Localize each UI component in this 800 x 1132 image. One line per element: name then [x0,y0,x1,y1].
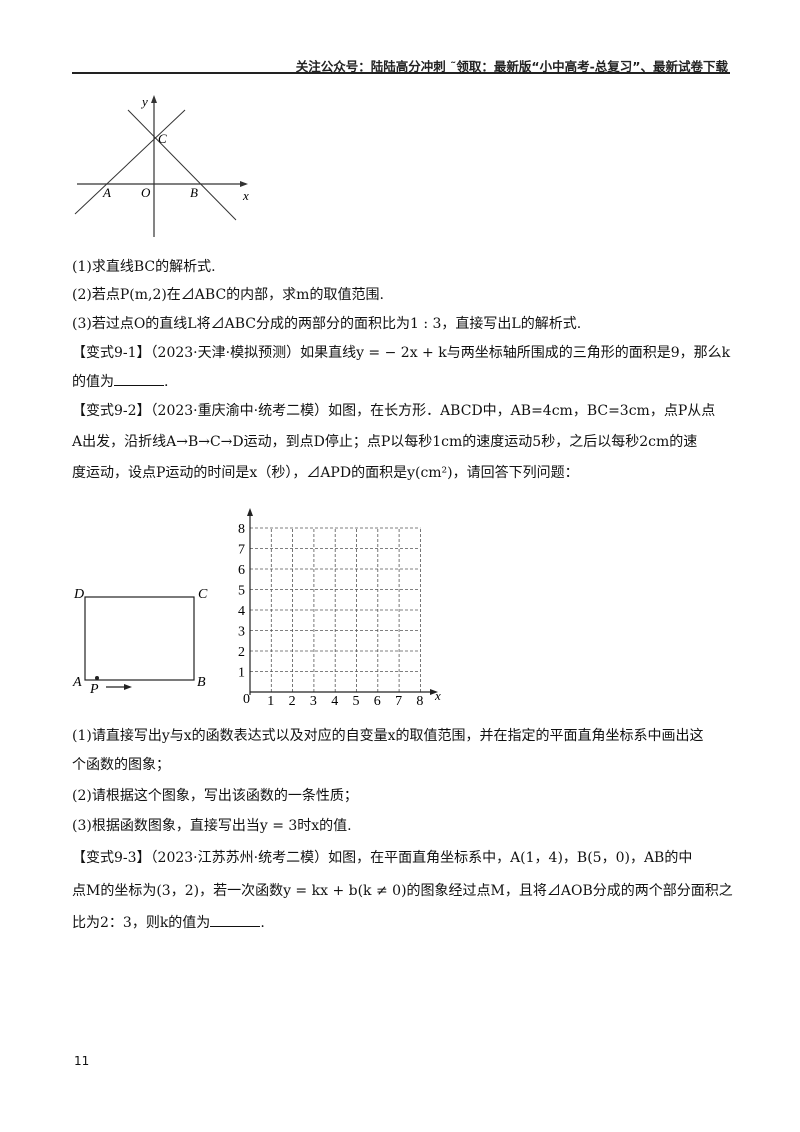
x-tick-label: 4 [331,694,338,705]
coordinate-grid: 0 x 1 2 3 4 5 6 7 8 1 2 3 4 5 6 7 8 [238,508,441,705]
text: 的值为 [72,374,114,390]
y-tick-label: 7 [238,543,245,558]
x-tick-label: 2 [289,694,296,705]
q2-3: (3)根据函数图象，直接写出当y = 3时x的值. [72,818,352,834]
label-c: C [158,131,167,146]
y-axis-arrow [247,508,253,516]
x-tick-label: 3 [310,694,317,705]
y-tick-label: 6 [238,563,245,578]
x-tick-label: 1 [267,694,274,705]
rectangle [84,596,195,681]
arrow-head [124,684,132,690]
variant-9-3-line2: 点M的坐标为(3，2)，若一次函数y = kx + b(k ≠ 0)的图象经过点… [72,883,733,899]
text: . [164,374,169,390]
page-header: 关注公众号：陆陆高分冲刺 ˜领取：最新版“小中高考-总复习”、最新试卷下载 [295,59,728,74]
question-2: (2)若点P(m,2)在⊿ABC的内部，求m的取值范围. [72,287,384,303]
text: . [260,915,265,931]
variant-9-1-line1: 【变式9-1】（2023·天津·模拟预测）如果直线y = − 2x + k与两坐… [72,345,731,361]
page-number: 11 [74,1054,90,1068]
label-c: C [198,587,208,602]
y-tick-label: 5 [238,584,245,599]
label-b: B [197,675,206,690]
variant-9-2-line2: A出发，沿折线A→B→C→D运动，到点D停止；点P以每秒1cm的速度运动5秒，之… [72,434,698,450]
y-axis-arrow [151,95,157,103]
label-d: D [73,587,84,602]
variant-9-3-line1: 【变式9-3】（2023·江苏苏州·统考二模）如图，在平面直角坐标系中，A(1，… [72,850,693,866]
figure-rectangle-abcd: D C A B P [72,587,208,697]
header-rule [72,72,730,74]
x-tick-label: 5 [353,694,360,705]
x-tick-label: 6 [374,694,381,705]
y-tick-label: 3 [238,625,245,640]
figure-triangle-abc: y x C A O B [74,94,249,237]
q2-1-line2: 个函数的图象； [72,757,170,773]
q2-2: (2)请根据这个图象，写出该函数的一条性质； [72,788,358,804]
label-o: O [141,185,151,200]
variant-9-2-line1: 【变式9-2】（2023·重庆渝中·统考二模）如图，在长方形．ABCD中，AB=… [72,403,716,419]
label-b: B [190,185,198,200]
q2-1-line1: (1)请直接写出y与x的函数表达式以及对应的自变量x的取值范围，并在指定的平面直… [72,728,704,744]
question-3: (3)若过点O的直线L将⊿ABC分成的两部分的面积比为1 : 3，直接写出L的解… [72,316,582,332]
y-tick-label: 2 [238,645,245,660]
label-p: P [89,682,99,697]
variant-9-3-line3: 比为2：3，则k的值为. [72,912,265,932]
question-1: (1)求直线BC的解析式. [72,259,216,275]
variant-9-1-line2: 的值为. [72,371,168,391]
line-bc [127,109,237,221]
x-axis-label: x [434,688,441,703]
answer-blank [210,914,261,927]
label-x: x [242,188,249,203]
label-y: y [140,94,148,109]
x-axis-arrow [430,689,438,695]
point-p [95,676,99,680]
text: 比为2：3，则k的值为 [72,915,211,931]
y-tick-label: 1 [238,666,245,681]
x-tick-label: 7 [395,694,402,705]
x-tick-label: 8 [416,694,423,705]
label-a: A [72,675,82,690]
y-tick-label: 8 [238,522,245,537]
origin-label: 0 [243,692,250,705]
y-tick-label: 4 [238,604,245,619]
label-a: A [102,185,111,200]
x-axis-arrow [240,181,248,187]
variant-9-2-line3: 度运动，设点P运动的时间是x（秒），⊿APD的面积是y(cm²)，请回答下列问题… [72,465,579,481]
line-ac [74,109,186,215]
answer-blank [114,373,164,386]
